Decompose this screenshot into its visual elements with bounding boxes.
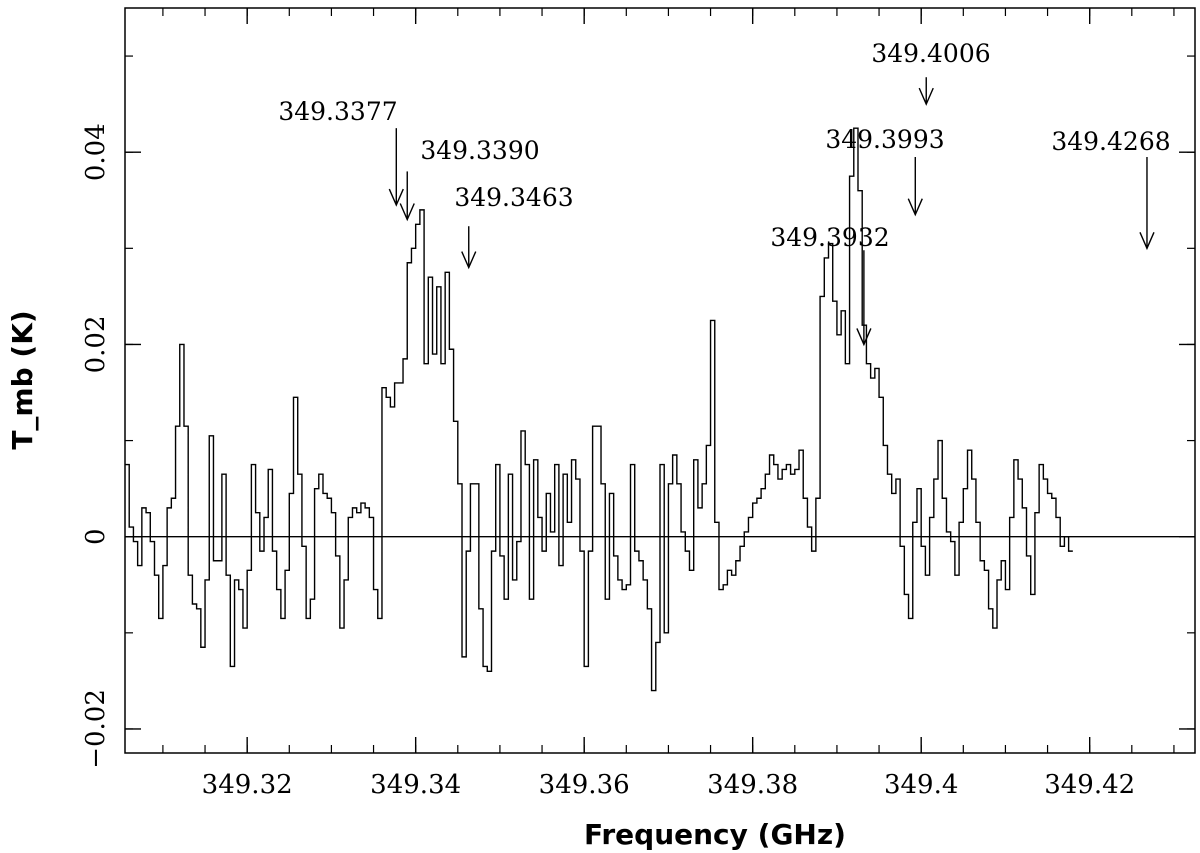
arrow-head <box>918 87 934 106</box>
major-ticks <box>125 8 1195 753</box>
x-tick-label: 349.38 <box>707 770 798 800</box>
x-tick-label: 349.32 <box>202 770 293 800</box>
x-tick-label: 349.4 <box>884 770 958 800</box>
line-annotations: 349.3377 349.3390 349.3463 349.3932 349.3993… <box>278 39 1171 347</box>
plot-frame <box>124 7 1196 754</box>
annotation-label: 349.3463 <box>454 183 573 212</box>
annotation-label: 349.4006 <box>871 39 990 68</box>
arrow-head <box>856 328 872 347</box>
annotation-label: 349.3932 <box>770 223 889 252</box>
y-tick-labels: −0.02 0 0.02 0.04 <box>81 123 111 769</box>
spectrum-step-line <box>125 127 1073 692</box>
arrow-head <box>1139 232 1155 251</box>
y-tick-label: 0.02 <box>81 316 111 374</box>
annotation-arrow: 349.3932 <box>770 223 890 347</box>
annotation-arrow: 349.4268 <box>1051 127 1171 251</box>
arrow-head <box>461 251 477 270</box>
arrow-head <box>388 188 404 207</box>
annotation-arrow: 349.3390 <box>399 136 540 222</box>
y-axis-title: T_mb (K) <box>6 310 39 449</box>
annotation-arrow: 349.3993 <box>825 125 945 217</box>
arrow-head <box>907 198 923 217</box>
annotation-label: 349.3377 <box>278 97 397 126</box>
x-tick-label: 349.34 <box>370 770 461 800</box>
annotation-arrow: 349.3463 <box>454 183 574 270</box>
annotation-label: 349.3993 <box>825 125 944 154</box>
x-tick-label: 349.42 <box>1044 770 1135 800</box>
annotation-arrow: 349.3377 <box>278 97 404 207</box>
y-tick-label: 0 <box>81 528 111 545</box>
y-tick-label: −0.02 <box>81 689 111 769</box>
x-axis-title: Frequency (GHz) <box>584 818 846 851</box>
arrow-head <box>399 203 415 222</box>
annotation-arrow: 349.4006 <box>871 39 991 106</box>
x-tick-labels: 349.32 349.34 349.36 349.38 349.4 349.42 <box>202 770 1136 800</box>
annotation-label: 349.4268 <box>1051 127 1170 156</box>
x-tick-label: 349.36 <box>539 770 630 800</box>
y-tick-label: 0.04 <box>81 123 111 181</box>
annotation-label: 349.3390 <box>420 136 539 165</box>
